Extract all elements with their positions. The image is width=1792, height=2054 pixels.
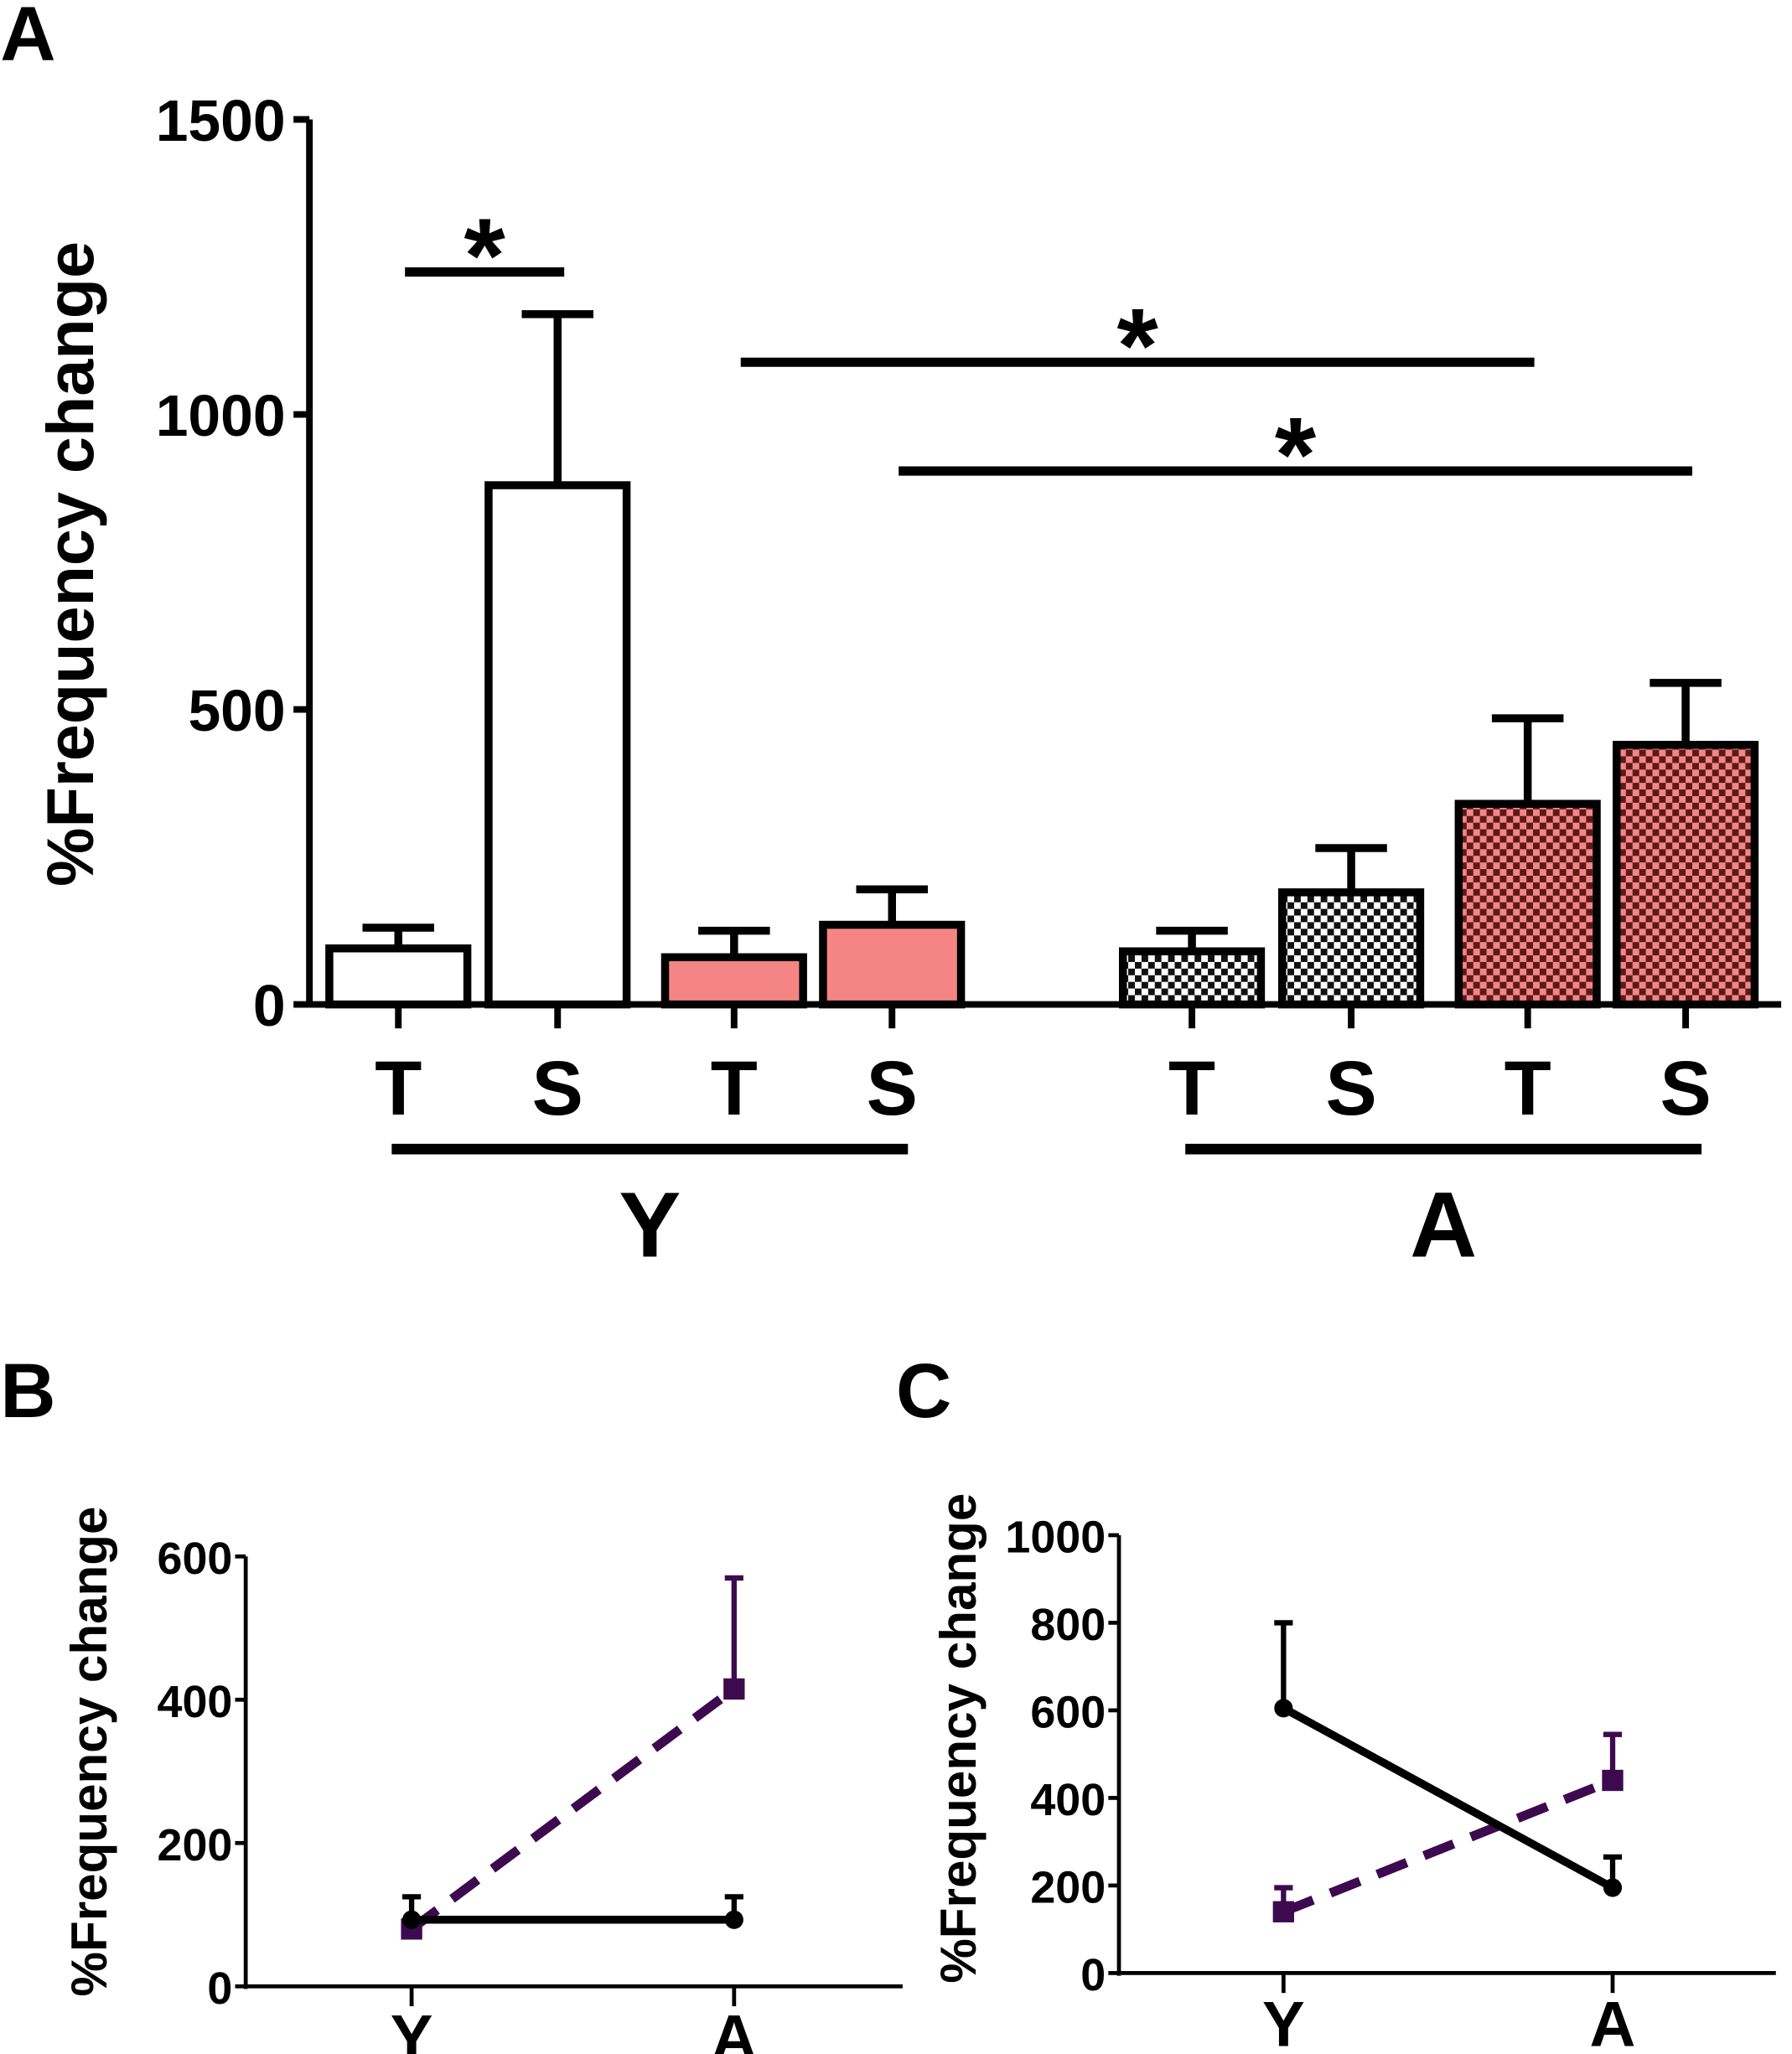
x-tick-label: A (711, 2002, 757, 2054)
x-tick-label: S (532, 1046, 583, 1131)
y-tick-label: 200 (158, 1820, 233, 1870)
bar (1119, 947, 1266, 1009)
y-tick-label: 600 (158, 1534, 233, 1584)
data-point (1603, 1878, 1623, 1897)
bar (325, 944, 472, 1009)
x-tick-label: S (1660, 1046, 1711, 1131)
y-tick-label: 1000 (156, 383, 286, 448)
significance-star: * (1117, 286, 1159, 405)
y-axis-label: %Frequency change (33, 241, 107, 887)
y-axis-label: %Frequency change (61, 1506, 117, 1996)
group-label: A (1410, 1173, 1477, 1276)
y-tick-label: 500 (188, 678, 285, 743)
y-tick-label: 400 (1030, 1775, 1106, 1825)
y-tick-label: 1500 (156, 88, 286, 153)
x-tick-label: S (867, 1046, 918, 1131)
data-point (724, 1910, 743, 1929)
significance-star: * (1275, 395, 1317, 514)
chart-b: 0 200 400 600 %Frequency change Y A (61, 1506, 903, 2054)
panel-label-c: C (896, 1348, 951, 1434)
bar (484, 481, 631, 1009)
y-tick-label: 800 (1030, 1600, 1106, 1650)
panel-label-a: A (0, 0, 55, 76)
y-tick-label: 0 (207, 1963, 232, 2014)
y-axis-label: %Frequency change (930, 1493, 987, 1984)
x-tick-label: A (1590, 1989, 1636, 2054)
data-point (723, 1678, 745, 1700)
x-tick-label: Y (391, 2002, 433, 2054)
x-tick-label: T (375, 1046, 422, 1131)
data-point (1602, 1769, 1624, 1792)
panel-label-b: B (0, 1348, 55, 1434)
x-tick-label: S (1325, 1046, 1376, 1131)
bar (819, 920, 966, 1009)
series-line-1 (408, 1684, 738, 1933)
y-tick-label: 0 (1080, 1950, 1106, 2000)
group-label: Y (619, 1173, 681, 1276)
bar (1454, 799, 1601, 1009)
chart-c: 0 200 400 600 800 1000 %Frequency change Y A (930, 1493, 1776, 2054)
bar (660, 953, 807, 1009)
bar (1278, 888, 1425, 1009)
y-tick-label: 400 (158, 1677, 233, 1727)
bar (1613, 741, 1759, 1009)
x-tick-label: T (1168, 1046, 1215, 1131)
y-tick-label: 1000 (1005, 1513, 1106, 1563)
y-tick-label: 0 (253, 973, 286, 1038)
x-tick-label: T (711, 1046, 758, 1131)
x-tick-label: Y (1262, 1989, 1305, 2054)
y-tick-label: 200 (1030, 1863, 1106, 1913)
series-line-1 (1282, 1776, 1615, 1917)
significance-star: * (464, 195, 506, 314)
data-point (402, 1910, 422, 1929)
series-line-0 (1282, 1705, 1615, 1891)
y-tick-label: 600 (1030, 1688, 1106, 1738)
x-tick-label: T (1505, 1046, 1551, 1131)
data-point (1272, 1901, 1294, 1922)
data-point (1274, 1699, 1293, 1718)
